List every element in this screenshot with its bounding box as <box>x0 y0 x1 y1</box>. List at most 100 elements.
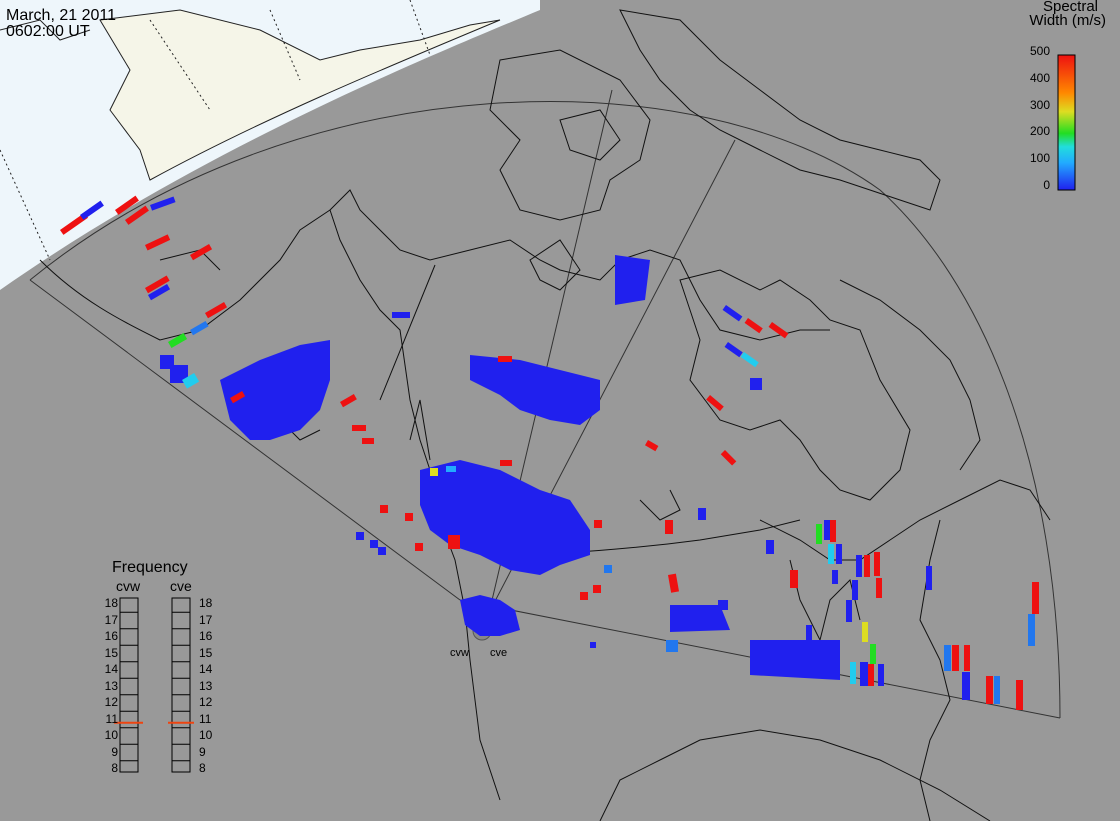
frequency-scale-label: 16 <box>104 629 118 643</box>
echo-cell <box>430 468 438 476</box>
echo-cell <box>415 543 423 551</box>
echo-cell <box>145 275 170 294</box>
echo-cell <box>876 578 882 598</box>
echo-cluster-south <box>670 605 730 632</box>
time-label: 0602:00 UT <box>6 23 90 40</box>
echo-cell <box>1028 614 1035 646</box>
colorbar-tick-label: 200 <box>1029 124 1050 139</box>
echo-cell <box>370 540 378 548</box>
echo-cell <box>378 547 386 555</box>
echo-cell <box>665 520 673 534</box>
echo-cluster-hudson <box>615 255 650 305</box>
coastlines <box>39 9 1051 821</box>
echo-cell <box>846 600 852 622</box>
echo-cell <box>448 535 460 549</box>
frequency-scale-label: 11 <box>105 711 118 726</box>
echo-cell <box>229 391 246 404</box>
echo-cell <box>862 622 868 642</box>
echo-cell <box>79 200 104 220</box>
site-label-cve: cve <box>490 647 508 659</box>
echo-cell <box>580 592 588 600</box>
frequency-scale-label: 14 <box>104 662 118 676</box>
colorbar-tick-label: 100 <box>1029 151 1050 166</box>
frequency-scale-label: 11 <box>199 711 212 726</box>
grid-dotted <box>0 0 431 261</box>
echo-cell <box>836 544 842 564</box>
echo-cell <box>952 645 959 671</box>
frequency-scale-label: 8 <box>199 761 206 775</box>
echo-cell <box>720 449 737 466</box>
echo-cell <box>740 351 759 368</box>
echo-cluster-site <box>460 595 520 636</box>
echo-cell <box>392 312 410 318</box>
echo-cell <box>590 642 596 648</box>
echo-cell <box>500 460 512 466</box>
echo-cell <box>856 555 862 577</box>
date-label: March, 21 2011 <box>6 7 116 24</box>
echo-cell <box>962 672 970 700</box>
frequency-scale-label: 8 <box>111 761 118 775</box>
echo-cell <box>380 505 388 513</box>
echo-cell <box>926 566 932 590</box>
colorbar-tick-label: 400 <box>1029 70 1050 85</box>
frequency-column-cve: cve <box>170 578 192 594</box>
echo-cell <box>824 520 830 540</box>
echo-cell <box>59 212 89 235</box>
frequency-scale-label: 18 <box>104 596 118 610</box>
echo-cell <box>604 565 612 573</box>
echo-cell <box>593 585 601 593</box>
echo-cell <box>830 520 836 542</box>
frequency-gauges <box>119 597 191 773</box>
echo-cell <box>718 600 728 610</box>
echo-cell <box>806 625 812 641</box>
echo-cell <box>864 555 870 577</box>
colorbar-title-line2: Width (m/s) <box>1029 12 1106 29</box>
echo-cell <box>498 356 512 362</box>
echo-cell <box>768 321 789 339</box>
echo-cell <box>362 438 374 444</box>
frequency-scale-label: 9 <box>111 744 118 759</box>
echo-cell <box>766 540 774 554</box>
frequency-scale-label: 15 <box>104 645 118 660</box>
echo-cell <box>356 532 364 540</box>
echo-cell <box>181 373 200 389</box>
echo-cluster-yukon <box>220 340 330 440</box>
frequency-scale-label: 13 <box>199 678 213 693</box>
echo-layer <box>59 195 1039 710</box>
echo-cell <box>145 234 171 251</box>
colorbar-title-line1: Spectral <box>1042 0 1098 15</box>
echo-cell <box>339 394 357 408</box>
echo-cell <box>870 644 876 664</box>
frequency-scale-label: 18 <box>199 596 213 610</box>
echo-cell <box>750 378 762 390</box>
echo-cell <box>147 284 171 301</box>
echo-cell <box>790 570 798 588</box>
echo-cell <box>668 573 680 593</box>
echo-cluster-lakes <box>750 640 840 680</box>
echo-cell <box>189 244 213 261</box>
echo-cell <box>666 640 678 652</box>
echo-cell <box>698 508 706 520</box>
frequency-scale-label: 17 <box>199 612 213 627</box>
colorbar <box>1057 54 1076 191</box>
frequency-scale-label: 14 <box>199 662 213 676</box>
echo-cluster-alberta <box>420 460 590 575</box>
colorbar-tick-label: 0 <box>1043 178 1050 192</box>
echo-cell <box>828 544 834 564</box>
echo-cell <box>816 524 822 544</box>
echo-cell <box>446 466 456 472</box>
echo-cell <box>724 341 743 358</box>
site-label-cvw: cvw <box>450 647 469 659</box>
echo-cell <box>964 645 970 671</box>
frequency-scale-label: 16 <box>199 629 213 643</box>
echo-cell <box>1032 582 1039 614</box>
echo-cell <box>170 365 188 383</box>
echo-cell <box>850 662 856 684</box>
frequency-scale-label: 9 <box>199 744 206 759</box>
echo-cell <box>114 195 139 215</box>
echo-cell <box>1016 680 1023 710</box>
frequency-column-cvw: cvw <box>116 578 141 594</box>
echo-cell <box>150 196 176 211</box>
frequency-title: Frequency <box>112 559 188 576</box>
